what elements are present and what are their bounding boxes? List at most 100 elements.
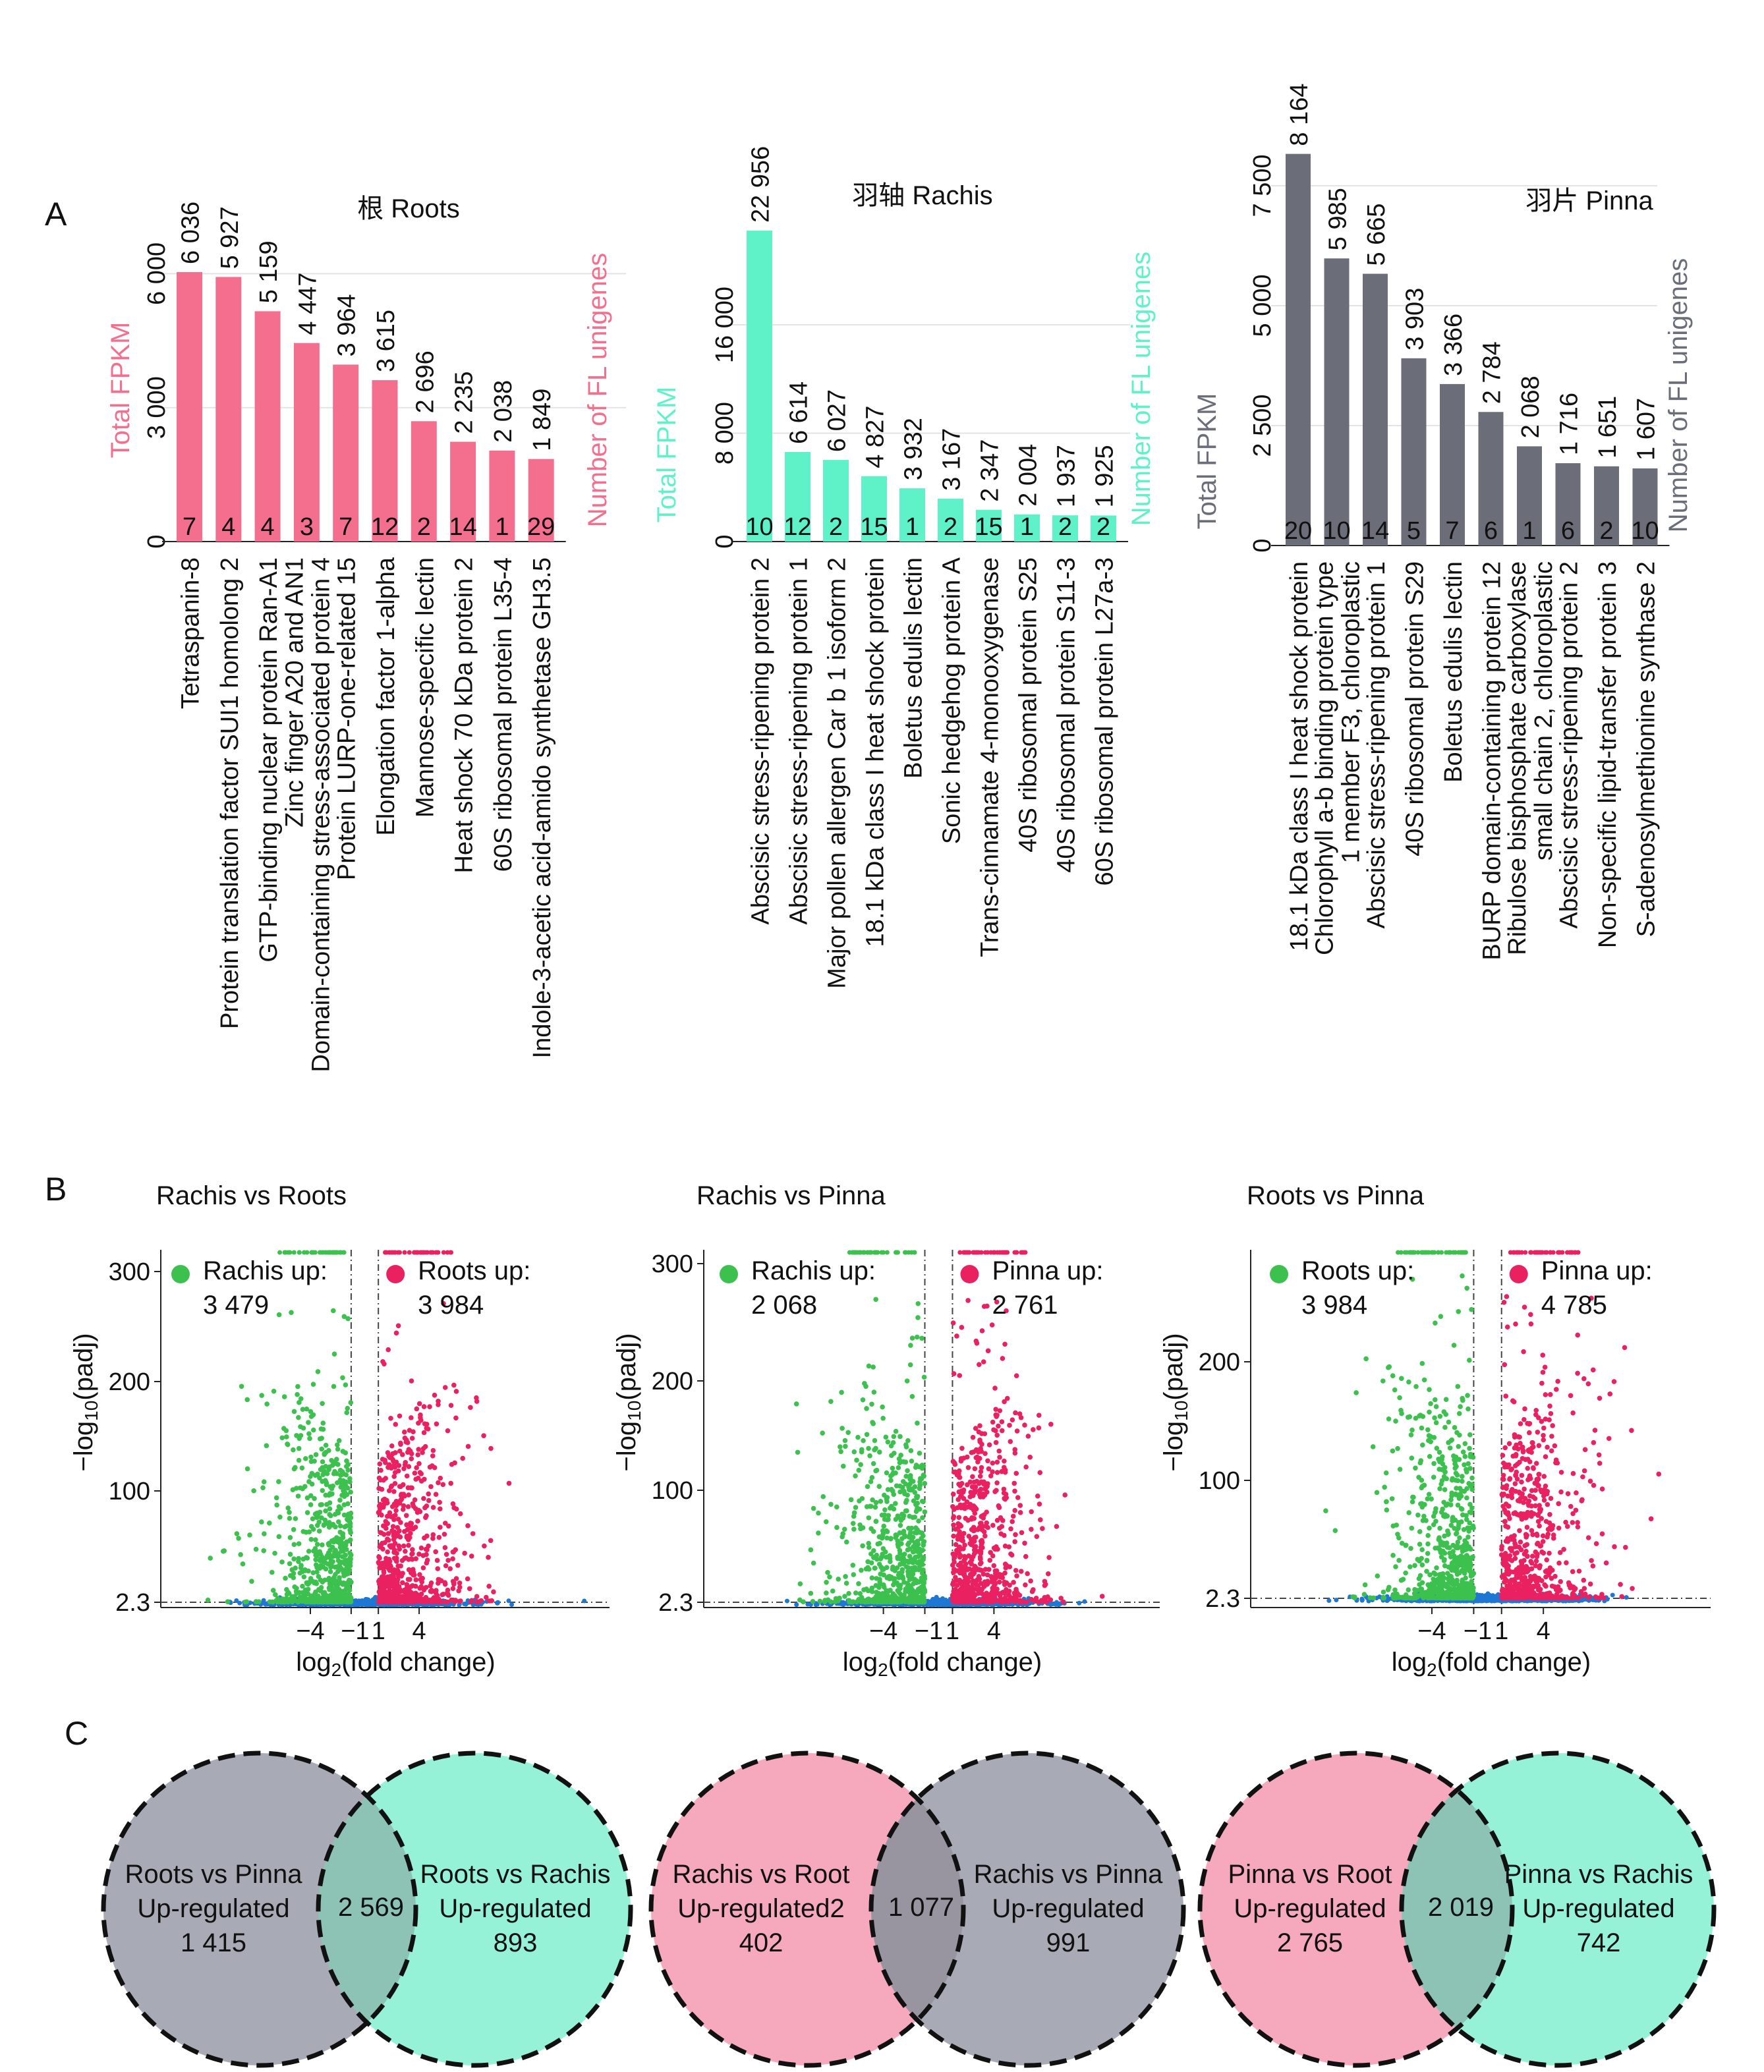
point-down xyxy=(888,1478,894,1483)
point-down xyxy=(341,1541,346,1546)
point-down xyxy=(825,1570,830,1575)
point-down xyxy=(899,1541,904,1546)
point-up xyxy=(436,1399,441,1404)
point-up xyxy=(1013,1470,1019,1476)
point-ns xyxy=(841,1600,846,1605)
point-up xyxy=(376,1561,382,1566)
bar xyxy=(1517,446,1542,546)
point-up xyxy=(377,1461,383,1467)
point-down xyxy=(339,1567,345,1573)
point-down xyxy=(341,1314,347,1320)
point-down xyxy=(890,1576,896,1582)
point-down xyxy=(271,1388,277,1394)
bar xyxy=(823,460,849,542)
point-down xyxy=(316,1514,321,1519)
point-up xyxy=(391,1501,397,1507)
point-capped xyxy=(420,1250,425,1255)
point-down xyxy=(276,1312,282,1318)
y-tick-label: 16 000 xyxy=(711,287,739,363)
point-down xyxy=(308,1599,314,1605)
bar-count-label: 10 xyxy=(745,513,773,541)
y-tick-label: 300 xyxy=(652,1250,693,1278)
point-down xyxy=(330,1559,335,1565)
point-down xyxy=(287,1561,293,1567)
point-down xyxy=(285,1590,291,1596)
point-up xyxy=(395,1569,401,1575)
bar xyxy=(450,441,476,542)
point-down xyxy=(298,1433,304,1438)
point-down xyxy=(281,1394,287,1399)
point-up xyxy=(975,1459,981,1465)
point-up xyxy=(977,1473,983,1479)
point-up xyxy=(382,1575,387,1580)
point-down xyxy=(838,1449,843,1455)
point-up xyxy=(380,1523,386,1528)
point-up xyxy=(972,1563,978,1569)
point-up xyxy=(997,1593,1003,1599)
point-down xyxy=(308,1502,314,1507)
y-tick-label: 100 xyxy=(109,1478,150,1505)
point-up xyxy=(973,1544,979,1550)
point-up xyxy=(981,1596,987,1601)
point-down xyxy=(335,1553,341,1559)
y-tick-label: 6 000 xyxy=(143,242,171,305)
point-up xyxy=(950,1320,956,1326)
point-up xyxy=(409,1521,414,1526)
point-capped xyxy=(283,1250,288,1255)
point-down xyxy=(910,1549,916,1555)
point-up xyxy=(959,1325,965,1330)
point-down xyxy=(843,1443,848,1449)
point-down xyxy=(906,1559,911,1565)
point-down xyxy=(296,1414,301,1420)
point-up xyxy=(992,1571,998,1577)
point-up xyxy=(984,1581,990,1587)
point-down xyxy=(907,1513,913,1519)
x-tick-label: −4 xyxy=(296,1617,324,1645)
point-down xyxy=(313,1537,318,1543)
point-down xyxy=(270,1588,276,1593)
point-down xyxy=(839,1389,844,1395)
point-ns xyxy=(496,1600,501,1605)
point-capped xyxy=(862,1250,867,1255)
y-tick-label: 7 500 xyxy=(1249,154,1276,217)
point-capped xyxy=(429,1250,434,1255)
point-up xyxy=(380,1358,385,1364)
point-down xyxy=(340,1481,346,1487)
point-down xyxy=(919,1571,925,1576)
point-up xyxy=(992,1386,998,1391)
point-up xyxy=(465,1443,471,1449)
point-down xyxy=(285,1505,291,1511)
point-down xyxy=(851,1572,857,1577)
point-up xyxy=(380,1593,385,1599)
point-up xyxy=(443,1563,449,1569)
point-up xyxy=(977,1494,983,1499)
bar-value-label: 1 607 xyxy=(1633,398,1661,461)
point-up xyxy=(393,1450,398,1455)
point-down xyxy=(903,1508,909,1514)
point-down xyxy=(340,1375,345,1380)
point-down xyxy=(880,1415,886,1421)
point-up xyxy=(460,1455,465,1461)
point-up xyxy=(402,1462,408,1468)
point-ns xyxy=(784,1598,789,1604)
point-up xyxy=(422,1535,427,1541)
point-down xyxy=(921,1473,926,1479)
point-up xyxy=(384,1498,389,1503)
point-down xyxy=(342,1524,347,1530)
point-up xyxy=(404,1582,410,1587)
bar-count-label: 1 xyxy=(1522,517,1536,545)
bar-count-label: 6 xyxy=(1561,517,1575,545)
point-down xyxy=(348,1530,353,1536)
point-down xyxy=(348,1595,354,1601)
point-up xyxy=(1000,1356,1006,1361)
point-down xyxy=(300,1425,306,1431)
point-up xyxy=(474,1594,480,1599)
bar-value-label: 2 038 xyxy=(490,380,517,443)
point-down xyxy=(317,1475,322,1481)
point-down xyxy=(347,1476,353,1482)
point-up xyxy=(989,1322,995,1328)
point-down xyxy=(345,1501,351,1507)
point-down xyxy=(316,1586,322,1592)
point-down xyxy=(840,1463,846,1469)
point-down xyxy=(811,1505,816,1511)
